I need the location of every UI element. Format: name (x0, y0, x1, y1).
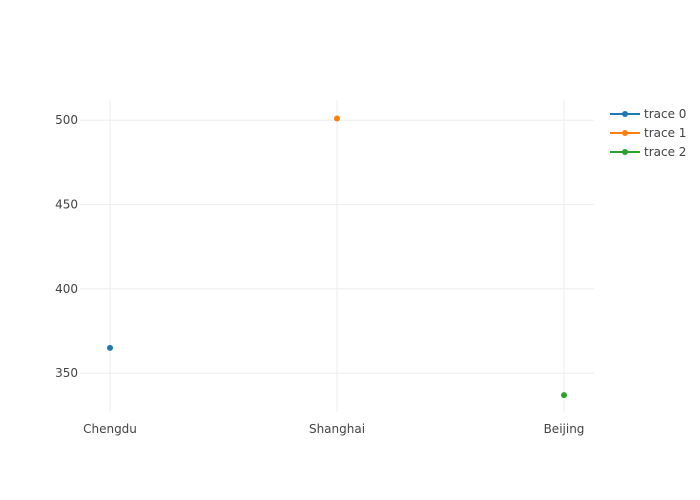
y-tick-label: 400 (55, 282, 78, 296)
legend-item-trace-0[interactable]: trace 0 (610, 107, 686, 121)
x-tick-label: Shanghai (309, 422, 365, 436)
legend-marker (622, 111, 628, 117)
legend-marker (622, 130, 628, 136)
legend-item-trace-2[interactable]: trace 2 (610, 145, 686, 159)
legend-label: trace 0 (644, 107, 686, 121)
x-tick-label: Chengdu (83, 422, 137, 436)
x-tick-label: Beijing (544, 422, 585, 436)
y-tick-label: 500 (55, 113, 78, 127)
data-point-trace-0[interactable] (107, 344, 113, 351)
legend-label: trace 1 (644, 126, 686, 140)
y-tick-label: 350 (55, 366, 78, 380)
data-point-trace-1[interactable] (334, 115, 340, 122)
y-tick-label: 450 (55, 198, 78, 212)
tick-layer: Chengdu Shanghai Beijing 350 400 450 500 (55, 113, 584, 436)
legend-marker (622, 149, 628, 155)
grid-layer (80, 100, 594, 412)
legend[interactable]: trace 0 trace 1 trace 2 (610, 107, 686, 159)
mark-layer (107, 115, 567, 399)
legend-label: trace 2 (644, 145, 686, 159)
legend-item-trace-1[interactable]: trace 1 (610, 126, 686, 140)
data-point-trace-2[interactable] (561, 392, 567, 399)
